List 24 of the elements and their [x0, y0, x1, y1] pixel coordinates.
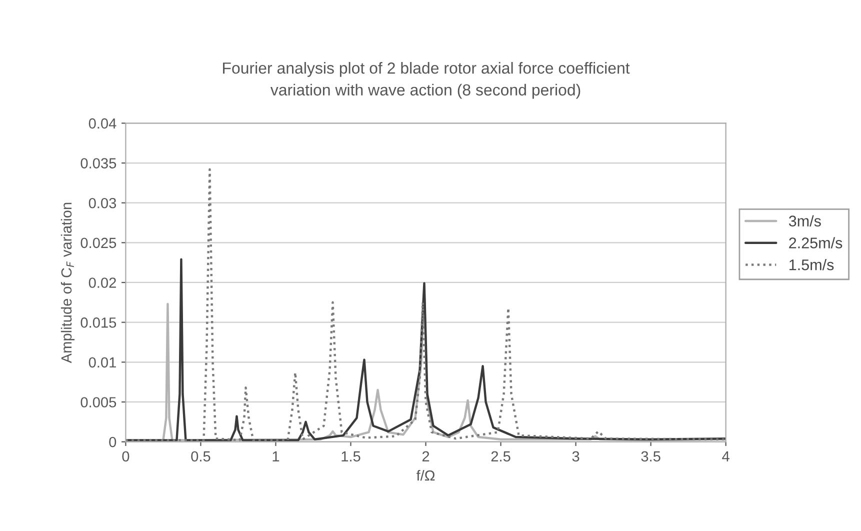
x-tick-label: 3.5 — [641, 451, 660, 462]
y-tick-label: 0 — [109, 436, 116, 448]
legend-label: 2.25m/s — [789, 237, 842, 248]
x-tick-label: 2 — [422, 451, 430, 462]
y-axis-title: Amplitude of C$_{F}$ variation — [60, 202, 75, 364]
y-tick-label: 0.025 — [80, 238, 116, 248]
x-tick-label: 1 — [272, 451, 280, 462]
y-tick-label: 0.015 — [80, 317, 116, 328]
x-tick-label: 3 — [572, 451, 580, 462]
x-tick-label: 1.5 — [342, 451, 360, 462]
y-tick-label: 0.035 — [80, 158, 116, 168]
x-tick-label: 0.5 — [191, 451, 210, 462]
x-tick-label: 2.5 — [491, 451, 510, 462]
legend-label: 3m/s — [788, 215, 821, 226]
y-tick-label: 0.005 — [80, 397, 116, 408]
y-tick-label: 0.03 — [88, 198, 116, 208]
y-tick-label: 0.02 — [88, 278, 116, 288]
chart-title: Fourier analysis plot of 2 blade rotor axial force coefficient variation with wave action (8 second period) — [223, 62, 630, 99]
x-tick-label: 4 — [722, 451, 730, 462]
x-axis-title: f/Ω — [416, 470, 435, 481]
y-tick-label: 0.04 — [88, 118, 116, 129]
y-tick-label: 0.01 — [88, 357, 116, 368]
x-tick-label: 0 — [122, 451, 130, 462]
legend-label: 1.5m/s — [790, 259, 834, 270]
